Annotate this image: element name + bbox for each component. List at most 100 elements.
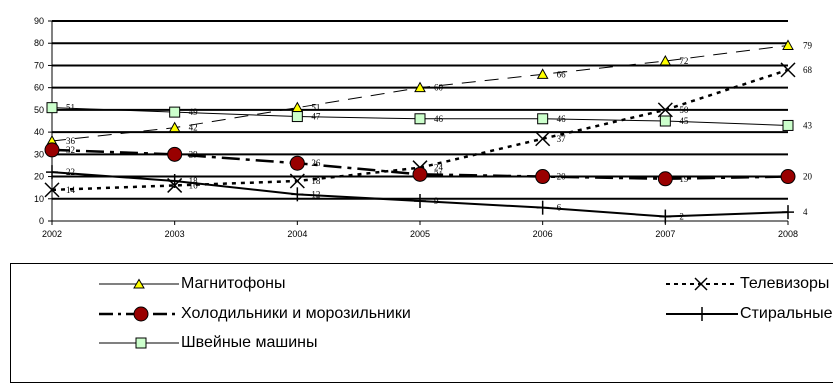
point-square <box>659 115 671 127</box>
data-label: 2 <box>679 212 684 222</box>
data-label: 37 <box>557 134 567 144</box>
legend-swatch-x <box>666 277 738 291</box>
legend-label: Телевизоры <box>740 275 830 292</box>
y-tick-label: 90 <box>34 16 44 26</box>
point-square <box>291 111 303 123</box>
data-label: 9 <box>434 196 439 206</box>
x-tick-label: 2002 <box>42 229 62 239</box>
data-label: 36 <box>66 136 76 146</box>
data-label: 22 <box>66 167 75 177</box>
point-circle <box>289 155 305 171</box>
point-x-stroke <box>657 102 673 118</box>
data-label: 42 <box>189 123 198 133</box>
data-label: 50 <box>679 105 689 115</box>
data-label: 79 <box>803 40 813 50</box>
point-square <box>169 106 181 118</box>
point-x <box>780 62 796 78</box>
series-lines <box>51 44 789 218</box>
legend-swatch-circle <box>99 306 179 322</box>
data-label: 24 <box>434 163 444 173</box>
data-label: 26 <box>311 158 321 168</box>
data-label: 60 <box>434 83 444 93</box>
data-label: 6 <box>557 203 562 213</box>
y-tick-label: 70 <box>34 60 44 70</box>
legend-swatch-triangle <box>99 278 179 289</box>
legend: Магнитофоны Телевизоры Холодильники и мо… <box>10 263 833 383</box>
point-circle <box>535 169 551 185</box>
y-tick-label: 0 <box>39 216 44 226</box>
point-circle <box>167 146 183 162</box>
data-label: 47 <box>311 112 321 122</box>
data-label: 29 <box>189 149 199 159</box>
point-x <box>535 131 551 147</box>
data-label: 72 <box>679 56 688 66</box>
point-circle <box>44 142 60 158</box>
x-tick-label: 2003 <box>165 229 185 239</box>
data-label: 21 <box>434 169 443 179</box>
point-plus <box>291 187 304 202</box>
point-x-stroke <box>44 182 60 198</box>
legend-swatch-plus <box>666 307 738 321</box>
data-label: 51 <box>66 103 75 113</box>
point-square <box>537 113 549 125</box>
point-x-stroke <box>289 173 305 189</box>
point-x-stroke <box>780 62 796 78</box>
point-plus <box>659 209 672 224</box>
data-label: 49 <box>189 107 199 117</box>
legend-item-magnitofony: Магнитофоны <box>99 272 285 296</box>
legend-item-kholodilniki: Холодильники и морозильники <box>99 302 411 326</box>
point-x <box>289 173 305 189</box>
point-plus <box>782 205 794 220</box>
legend-label: Стиральные машины <box>740 305 833 322</box>
legend-label: Холодильники и морозильники <box>181 305 411 322</box>
y-tick-label: 60 <box>34 83 44 93</box>
y-tick-label: 10 <box>34 194 44 204</box>
data-label: 12 <box>311 189 320 199</box>
x-tick-label: 2008 <box>778 229 798 239</box>
data-label: 20 <box>803 172 813 182</box>
point-plus <box>46 165 58 180</box>
legend-label: Магнитофоны <box>181 275 286 292</box>
data-label: 16 <box>189 180 199 190</box>
x-tick-label: 2006 <box>533 229 553 239</box>
x-tick-label: 2007 <box>655 229 675 239</box>
y-tick-label: 50 <box>34 105 44 115</box>
data-label: 18 <box>311 176 321 186</box>
y-tick-label: 80 <box>34 38 44 48</box>
data-label: 68 <box>803 65 813 75</box>
x-tick-label: 2004 <box>287 229 307 239</box>
y-tick-label: 40 <box>34 127 44 137</box>
data-label: 4 <box>803 207 808 217</box>
point-triangle <box>659 54 672 66</box>
legend-item-shveinye: Швейные машины <box>99 331 318 355</box>
legend-item-stiralnye: Стиральные машины <box>666 302 833 326</box>
point-plus <box>536 200 549 215</box>
point-circle <box>657 171 673 187</box>
data-label: 32 <box>66 145 75 155</box>
data-label: 45 <box>679 116 689 126</box>
legend-swatch-square <box>99 337 179 349</box>
point-square <box>782 119 794 131</box>
x-tick-label: 2005 <box>410 229 430 239</box>
point-plus <box>414 194 426 208</box>
point-x <box>44 182 60 198</box>
point-triangle <box>536 68 549 79</box>
point-triangle <box>414 81 426 93</box>
data-label: 19 <box>679 174 689 184</box>
data-label: 18 <box>189 176 199 186</box>
point-triangle <box>168 121 181 133</box>
point-x-stroke <box>535 131 551 147</box>
data-label: 46 <box>434 114 444 124</box>
point-circle <box>412 166 428 182</box>
legend-item-televizory: Телевизоры <box>666 272 829 296</box>
data-label: 14 <box>66 185 76 195</box>
data-label: 46 <box>557 114 567 124</box>
data-label: 51 <box>311 103 320 113</box>
series-markers <box>44 39 796 224</box>
y-tick-label: 20 <box>34 172 44 182</box>
legend-label: Швейные машины <box>181 334 318 351</box>
point-x <box>657 102 673 118</box>
point-circle <box>780 169 796 185</box>
